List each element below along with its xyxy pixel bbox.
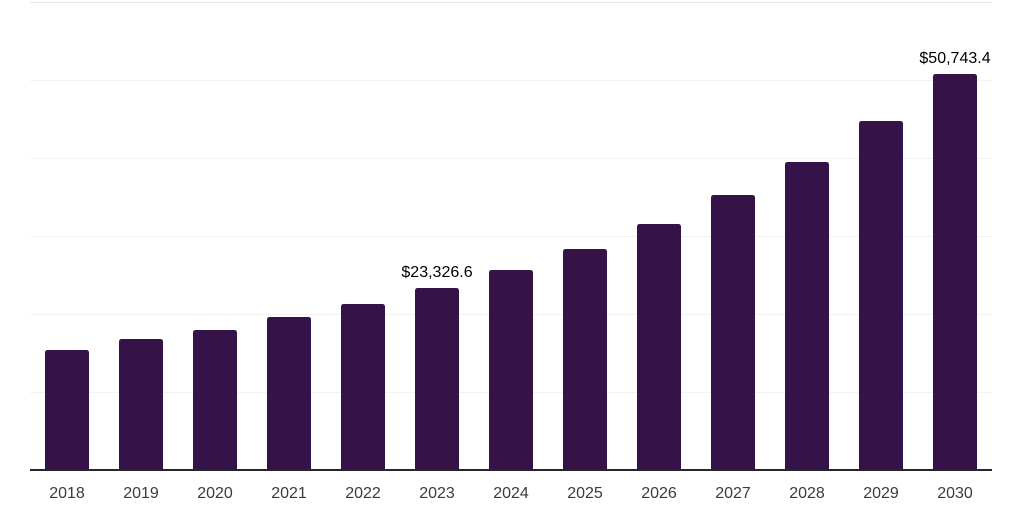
- x-tick-2018: 2018: [49, 485, 85, 502]
- bar-2024[interactable]: [489, 270, 533, 470]
- x-tick-2020: 2020: [197, 485, 233, 502]
- bar-2020[interactable]: [193, 329, 237, 470]
- gridline-30000: [30, 236, 992, 237]
- bar-2027[interactable]: [711, 195, 755, 470]
- bar-2029[interactable]: [859, 121, 903, 470]
- bar-2028[interactable]: [785, 161, 829, 470]
- x-tick-2027: 2027: [715, 485, 751, 502]
- x-tick-2021: 2021: [271, 485, 307, 502]
- gridline-60000: [30, 2, 992, 3]
- x-tick-2028: 2028: [789, 485, 825, 502]
- bar-2023[interactable]: [415, 288, 459, 470]
- bar-2026[interactable]: [637, 224, 681, 470]
- bar-2021[interactable]: [267, 317, 311, 470]
- bar-2025[interactable]: [563, 249, 607, 470]
- bar-2019[interactable]: [119, 338, 163, 470]
- x-tick-2029: 2029: [863, 485, 899, 502]
- x-axis-line: [30, 469, 992, 471]
- x-tick-2023: 2023: [419, 485, 455, 502]
- x-axis-labels: 2018 2019 2020 2021 2022 2023 2024 2025 2026 2027…: [30, 484, 992, 503]
- bar-2022[interactable]: [341, 303, 385, 470]
- x-tick-2026: 2026: [641, 485, 677, 502]
- x-tick-2024: 2024: [493, 485, 529, 502]
- x-tick-2022: 2022: [345, 485, 381, 502]
- gridline-50000: [30, 80, 992, 81]
- data-label-2023: $23,326.6: [401, 264, 473, 282]
- x-tick-2025: 2025: [567, 485, 603, 502]
- x-tick-2030: 2030: [937, 485, 973, 502]
- plot-area: $23,326.6 $50,743.4: [30, 2, 992, 471]
- x-tick-2019: 2019: [123, 485, 159, 502]
- bar-2030[interactable]: [933, 74, 977, 470]
- data-label-2030: $50,743.4: [919, 50, 991, 68]
- gridline-40000: [30, 158, 992, 159]
- bar-2018[interactable]: [45, 349, 89, 470]
